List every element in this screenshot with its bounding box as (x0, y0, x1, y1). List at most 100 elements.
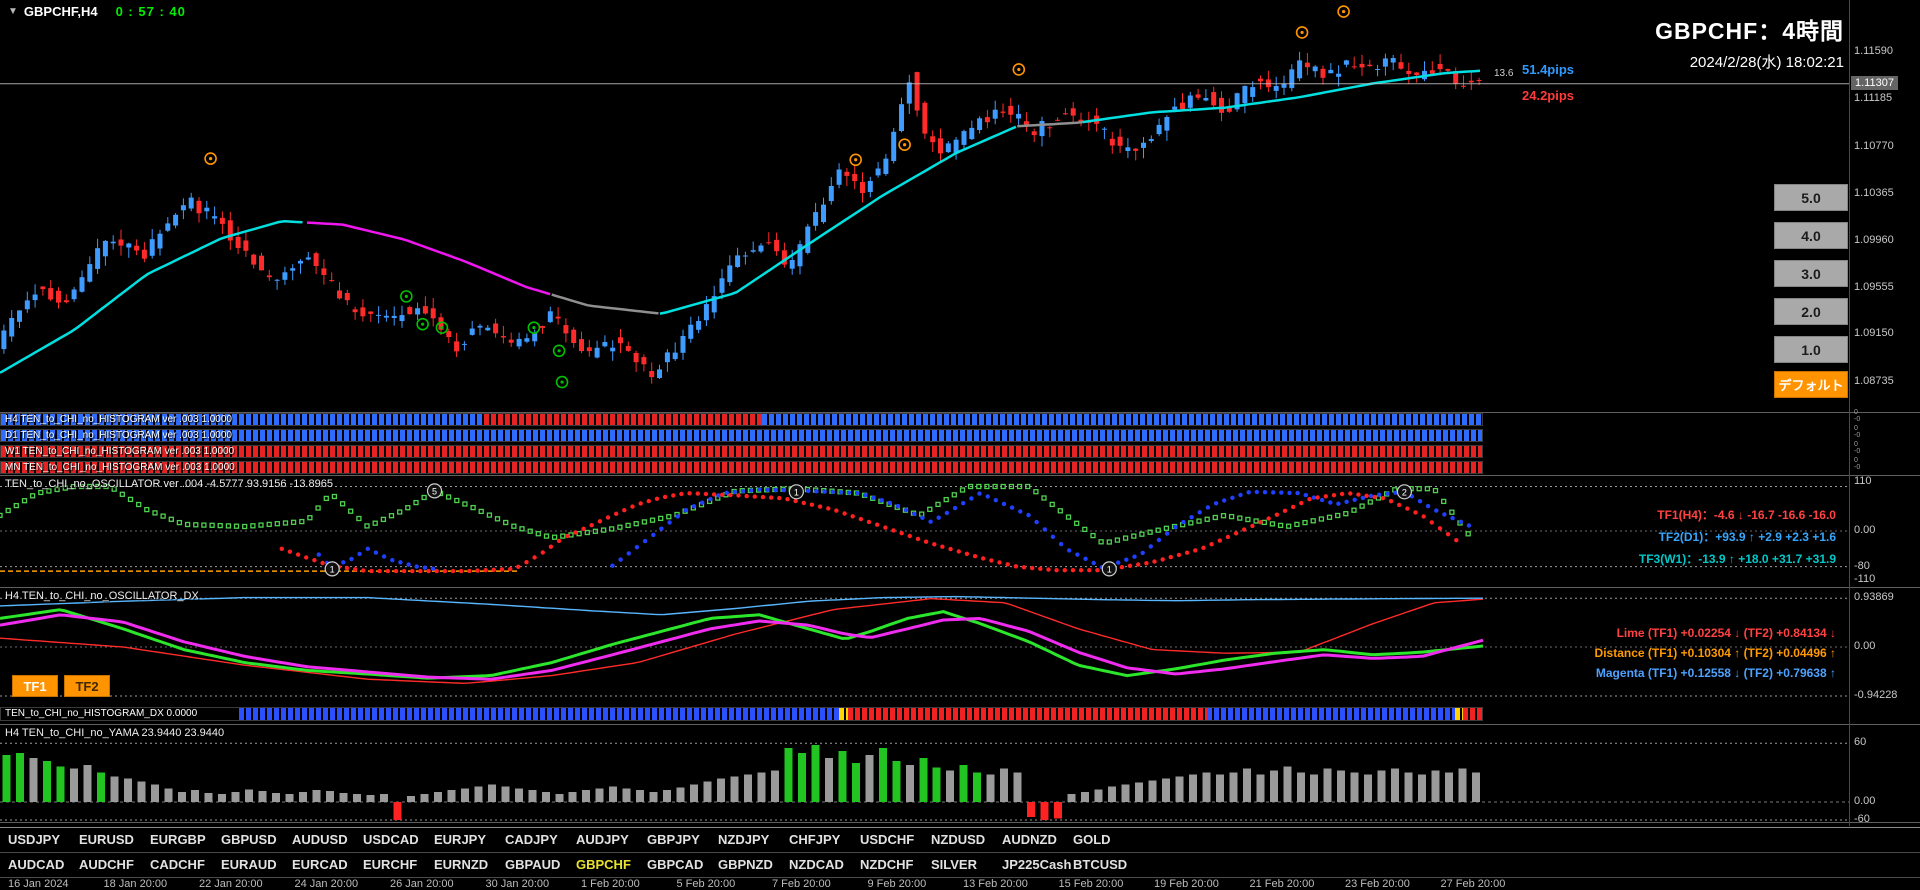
symbol-item-eurchf[interactable]: EURCHF (363, 857, 418, 872)
time-axis-label: 5 Feb 20:00 (676, 878, 736, 890)
strip-segment-blue (762, 414, 1482, 425)
axis-label: 1.09555 (1854, 280, 1894, 293)
time-axis: 16 Jan 2024 18 Jan 20:00 22 Jan 20:00 24 Ja… (0, 877, 1920, 890)
symbol-item-gbpcad[interactable]: GBPCAD (647, 857, 704, 872)
zoom-button-5[interactable]: 5.0 (1774, 184, 1848, 211)
symbol-item-eurgbp[interactable]: EURGBP (150, 832, 206, 847)
symbol-item-gbpaud[interactable]: GBPAUD (505, 857, 561, 872)
time-axis-label: 18 Jan 20:00 (103, 878, 168, 890)
strip-label: D1 TEN_to_CHI_no_HISTOGRAM ver .003 1.00… (5, 430, 232, 441)
yama-chart (0, 742, 1849, 821)
strip-label: MN TEN_to_CHI_no_HISTOGRAM ver .003 1.00… (5, 462, 235, 473)
zoom-button-1[interactable]: 1.0 (1774, 336, 1848, 363)
symbol-item-nzdjpy[interactable]: NZDJPY (718, 832, 770, 847)
symbol-item-nzdcad[interactable]: NZDCAD (789, 857, 844, 872)
axis-label: 1.09150 (1854, 327, 1894, 340)
osc-tf1-values: TF1(H4)：-4.6 ↓ -16.7 -16.6 -16.0 (1657, 508, 1836, 522)
default-button[interactable]: デフォルト (1774, 371, 1848, 398)
symbol-item-usdjpy[interactable]: USDJPY (8, 832, 61, 847)
axis-label: -110 (1854, 573, 1876, 585)
time-axis-label: 19 Feb 20:00 (1154, 878, 1219, 890)
symbol-item-nzdchf[interactable]: NZDCHF (860, 857, 914, 872)
symbol-item-eurusd[interactable]: EURUSD (79, 832, 134, 847)
symbol-item-audchf[interactable]: AUDCHF (79, 857, 134, 872)
symbol-item-eurcad[interactable]: EURCAD (292, 857, 348, 872)
strip-segment-red (1, 446, 1482, 457)
current-price-label: 1.11307 (1851, 75, 1898, 90)
symbol-item-audcad[interactable]: AUDCAD (8, 857, 65, 872)
candle-countdown-timer: 0 : 57 : 40 (115, 4, 186, 19)
axis-label: 1.11185 (1854, 91, 1893, 104)
chart-symbol-label: GBPCHF,H4 (23, 4, 98, 19)
symbol-item-cadjpy[interactable]: CADJPY (505, 832, 558, 847)
strip-segment-blue (1206, 708, 1456, 720)
symbol-item-gbpusd[interactable]: GBPUSD (221, 832, 277, 847)
symbol-item-audjpy[interactable]: AUDJPY (576, 832, 629, 847)
symbol-item-silver[interactable]: SILVER (931, 857, 977, 872)
histogram-dx-strip: TEN_to_CHI_no_HISTOGRAM_DX 0.0000 (0, 707, 1483, 721)
histogram-strips: H4 TEN_to_CHI_no_HISTOGRAM ver .003 1.00… (0, 412, 1920, 474)
svg-text:2: 2 (1402, 487, 1407, 497)
tf1-button[interactable]: TF1 (12, 675, 58, 697)
symbol-item-gbpnzd[interactable]: GBPNZD (718, 857, 773, 872)
symbol-item-eurjpy[interactable]: EURJPY (434, 832, 487, 847)
zoom-button-4[interactable]: 4.0 (1774, 222, 1848, 249)
spread-label: 13.6 (1494, 68, 1514, 79)
time-axis-label: 30 Jan 20:00 (485, 878, 550, 890)
oscillator-dx-label: H4 TEN_to_CHI_no_OSCILLATOR_DX (5, 590, 199, 602)
price-axis: 1.11590 1.11185 1.10770 1.10365 1.09960 1.095… (1849, 0, 1920, 826)
symbol-item-cadchf[interactable]: CADCHF (150, 857, 205, 872)
symbol-item-chfjpy[interactable]: CHFJPY (789, 832, 841, 847)
symbol-row-2: AUDCAD AUDCHF CADCHF EURAUD EURCAD EURCHF EURN… (0, 852, 1920, 877)
symbol-item-jp225cash[interactable]: JP225Cash (1002, 857, 1072, 872)
symbol-item-gbpchf[interactable]: GBPCHF (576, 857, 631, 872)
symbol-item-eurnzd[interactable]: EURNZD (434, 857, 489, 872)
symbol-item-usdcad[interactable]: USDCAD (363, 832, 419, 847)
dx-legend-distance: Distance (TF1) +0.10304 ↑ (TF2) +0.04496… (1594, 646, 1836, 660)
symbol-item-gbpjpy[interactable]: GBPJPY (647, 832, 700, 847)
chart-title: GBPCHF：4時間 (1655, 18, 1844, 44)
strip-label: H4 TEN_to_CHI_no_HISTOGRAM ver .003 1.00… (5, 414, 232, 425)
time-axis-label: 22 Jan 20:00 (199, 878, 263, 890)
symbol-item-usdchf[interactable]: USDCHF (860, 832, 915, 847)
strip-segment-red (1, 462, 1482, 473)
axis-label: 0 (1854, 425, 1858, 432)
symbol-item-audnzd[interactable]: AUDNZD (1002, 832, 1057, 847)
axis-label: -80 (1854, 559, 1870, 572)
axis-label: 1.10770 (1854, 139, 1894, 152)
symbol-item-btcusd[interactable]: BTCUSD (1073, 857, 1128, 872)
time-axis-label: 9 Feb 20:00 (867, 878, 927, 890)
symbol-item-gold[interactable]: GOLD (1073, 832, 1111, 847)
axis-label: -0 (1854, 448, 1861, 455)
axis-label: 1.08735 (1854, 375, 1894, 388)
main-chart[interactable]: ▼ GBPCHF,H4 0 : 57 : 40 GBPCHF：4時間 2024/… (0, 0, 1920, 411)
histogram-strip-d1: D1 TEN_to_CHI_no_HISTOGRAM ver .003 1.00… (0, 429, 1483, 442)
oscillator-dx-panel: H4 TEN_to_CHI_no_OSCILLATOR_DX TF1 TF2 L… (0, 587, 1920, 705)
strip-segment-yellow (1455, 708, 1463, 720)
symbol-item-nzdusd[interactable]: NZDUSD (931, 832, 986, 847)
strip-segment-blue (1, 414, 484, 425)
time-axis-label: 7 Feb 20:00 (772, 878, 831, 890)
tf2-button[interactable]: TF2 (64, 675, 110, 697)
zoom-buttons-panel: 5.0 4.0 3.0 2.0 1.0 デフォルト (1774, 184, 1848, 398)
axis-label: 1.10365 (1854, 186, 1894, 199)
symbol-item-audusd[interactable]: AUDUSD (292, 832, 348, 847)
time-axis-label: 21 Feb 20:00 (1249, 878, 1315, 890)
symbol-item-euraud[interactable]: EURAUD (221, 857, 277, 872)
histogram-strip-w1: W1 TEN_to_CHI_no_HISTOGRAM ver .003 1.00… (0, 445, 1483, 458)
axis-label: 0.00 (1854, 640, 1876, 652)
histogram-strip-mn: MN TEN_to_CHI_no_HISTOGRAM ver .003 1.00… (0, 461, 1483, 474)
strip-bars (1, 446, 1482, 457)
strip-label: W1 TEN_to_CHI_no_HISTOGRAM ver .003 1.00… (5, 446, 235, 457)
oscillator-dx-chart (0, 595, 1849, 697)
time-axis-label: 13 Feb 20:00 (963, 878, 1028, 890)
time-axis-label: 16 Jan 2024 (8, 878, 69, 890)
time-axis-label: 27 Feb 20:00 (1440, 878, 1506, 890)
zoom-button-3[interactable]: 3.0 (1774, 260, 1848, 287)
axis-label: -0 (1854, 432, 1861, 439)
dx-legend-magenta: Magenta (TF1) +0.12558 ↓ (TF2) +0.79638 … (1595, 666, 1836, 680)
time-axis-label: 26 Jan 20:00 (390, 878, 454, 890)
zoom-button-2[interactable]: 2.0 (1774, 298, 1848, 325)
title-block: GBPCHF：4時間 2024/2/28(水) 18:02:21 (1655, 12, 1844, 72)
axis-label: -0 (1854, 416, 1861, 423)
